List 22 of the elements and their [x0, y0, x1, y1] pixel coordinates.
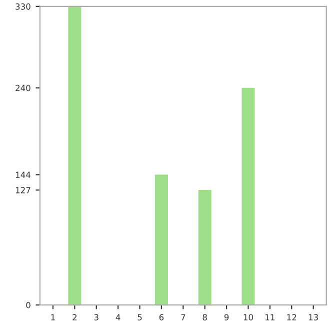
- x-tick-label: 8: [202, 314, 207, 320]
- y-tick-label: 127: [16, 187, 30, 194]
- y-tick-label: 330: [16, 3, 30, 10]
- x-tick-label: 13: [308, 314, 318, 320]
- y-tick-label: 144: [16, 172, 30, 178]
- x-tick-label: 11: [266, 314, 274, 320]
- x-tick-label: 7: [181, 314, 186, 320]
- x-tick-label: 2: [72, 314, 76, 320]
- bar: [154, 174, 168, 305]
- y-tick-label: 240: [16, 84, 30, 92]
- bar: [242, 88, 255, 305]
- x-tick-label: 6: [159, 314, 164, 320]
- x-tick-label: 3: [94, 314, 98, 320]
- x-tick-label: 9: [224, 314, 229, 320]
- x-tick-label: 10: [244, 314, 253, 320]
- bar: [68, 6, 82, 305]
- bar: [198, 190, 212, 305]
- y-tick-label: 0: [26, 302, 30, 308]
- x-tick-label: 5: [138, 314, 142, 320]
- x-tick-label: 4: [116, 314, 120, 320]
- x-tick-label: 12: [287, 314, 296, 320]
- x-tick-label: 1: [51, 314, 55, 320]
